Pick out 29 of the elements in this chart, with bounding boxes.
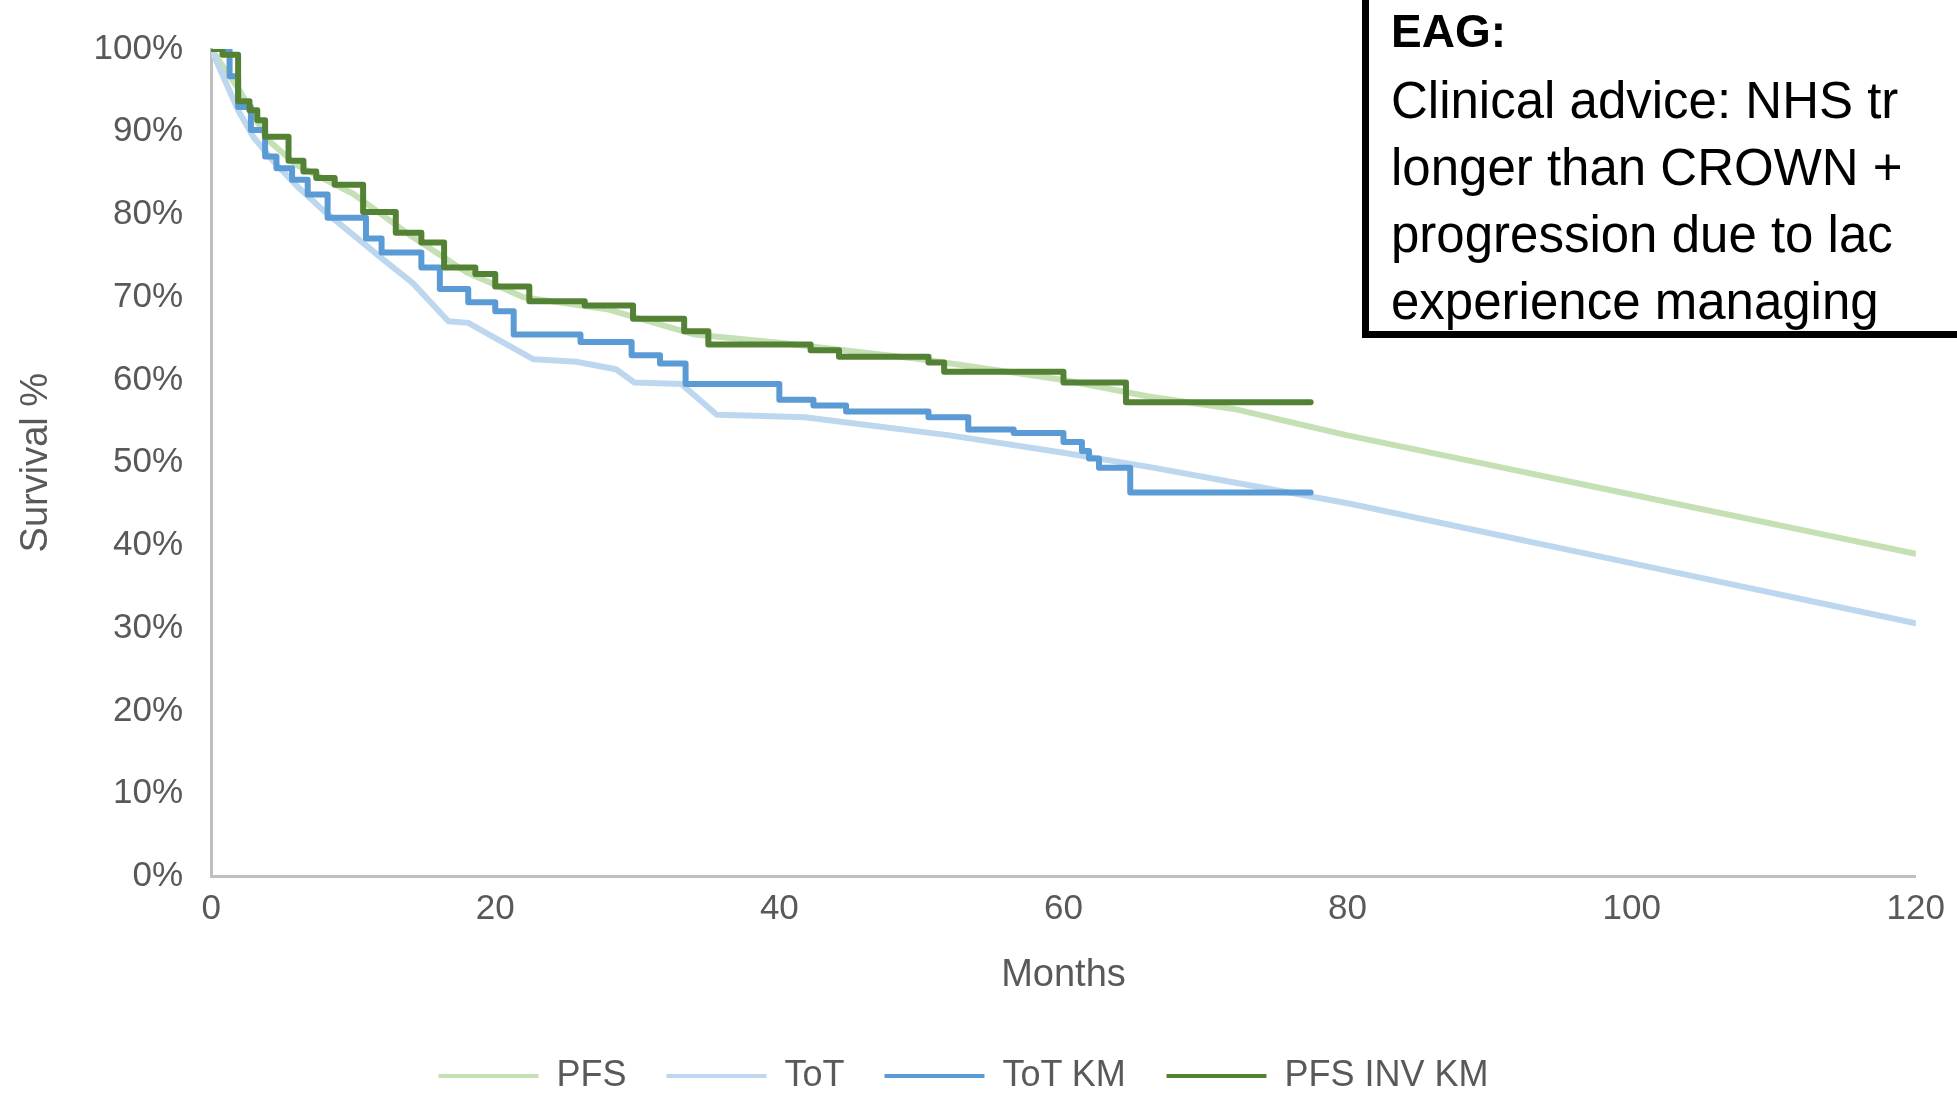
y-tick-label: 50% <box>113 440 184 480</box>
annotation: longer than CROWN + <box>1391 138 1904 198</box>
annotation: Clinical advice: NHS tr <box>1391 71 1900 131</box>
legend-label: ToT KM <box>1002 1052 1126 1094</box>
annotation: experience managing <box>1391 272 1880 332</box>
annotation: progression due to lac <box>1391 205 1894 265</box>
y-tick-label: 60% <box>113 357 184 397</box>
y-tick-label: 40% <box>113 523 184 563</box>
x-tick-label: 60 <box>1043 887 1083 927</box>
x-tick-label: 40 <box>759 887 799 927</box>
legend-label: PFS <box>556 1052 627 1094</box>
y-tick-label: 70% <box>113 274 184 314</box>
y-tick-label: 0% <box>132 854 184 894</box>
annotation: EAG: <box>1391 5 1507 57</box>
y-tick-label: 20% <box>113 688 184 728</box>
x-tick-label: 120 <box>1886 887 1946 927</box>
legend-label: PFS INV KM <box>1284 1052 1489 1094</box>
x-axis-title: Months <box>1001 951 1126 994</box>
y-tick-label: 80% <box>113 192 184 232</box>
y-axis-title: Survival % <box>13 372 56 553</box>
y-tick-label: 30% <box>113 605 184 645</box>
x-tick-label: 80 <box>1328 887 1368 927</box>
y-tick-label: 10% <box>113 771 184 811</box>
x-tick-label: 100 <box>1602 887 1661 927</box>
x-tick-label: 20 <box>475 887 515 927</box>
x-tick-label: 0 <box>201 887 221 927</box>
y-tick-label: 90% <box>113 109 184 149</box>
y-tick-label: 100% <box>93 26 184 66</box>
legend-label: ToT <box>784 1052 845 1094</box>
